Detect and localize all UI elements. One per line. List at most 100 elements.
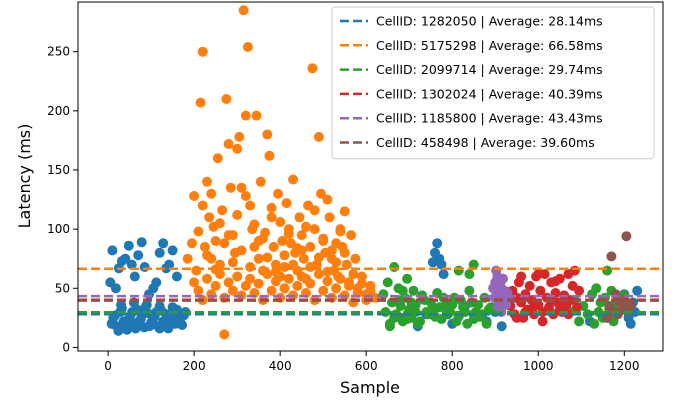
point-series-2-41 [415, 316, 425, 327]
point-series-1-2 [189, 191, 200, 201]
point-series-1-100 [266, 285, 277, 296]
point-series-1-75 [346, 230, 357, 241]
legend: CellID: 1282050 | Average: 28.14ms CellID… [331, 6, 655, 160]
point-series-1-6 [197, 46, 208, 57]
point-series-1-144 [219, 238, 230, 249]
point-series-2-5 [389, 262, 400, 272]
point-series-2-37 [397, 285, 408, 296]
point-series-4-15 [491, 265, 502, 276]
point-series-1-28 [245, 200, 256, 211]
point-series-1-13 [212, 153, 223, 164]
point-series-1-147 [245, 262, 256, 272]
point-series-0-44 [113, 325, 124, 336]
point-series-4-9 [498, 273, 508, 284]
point-series-1-58 [309, 224, 320, 235]
y-axis-ticks: 0 50 100 150 200 250 [47, 45, 78, 354]
point-series-1-97 [253, 278, 264, 289]
point-series-1-41 [273, 188, 283, 199]
point-series-3-36 [537, 316, 548, 327]
point-series-1-99 [262, 269, 273, 280]
point-series-1-95 [245, 273, 256, 284]
point-series-1-7 [199, 241, 210, 252]
point-series-2-28 [464, 285, 475, 296]
y-axis-title: Latency (ms) [15, 124, 34, 229]
point-series-3-9 [524, 280, 535, 291]
point-series-1-0 [182, 253, 193, 264]
point-series-1-157 [331, 257, 342, 268]
legend-label-4: CellID: 1185800 | Average: 43.43ms [376, 111, 603, 126]
point-series-1-121 [356, 278, 367, 289]
point-series-1-72 [339, 206, 350, 217]
point-series-1-139 [318, 233, 329, 244]
point-series-1-152 [288, 259, 299, 270]
point-series-5-9 [621, 231, 632, 242]
y-tick-label-4: 200 [47, 104, 70, 118]
y-tick-label-0: 0 [62, 340, 70, 354]
point-series-0-2 [110, 283, 121, 294]
legend-label-5: CellID: 458498 | Average: 39.60ms [376, 135, 595, 150]
point-series-1-52 [296, 230, 307, 241]
point-series-1-133 [266, 202, 277, 213]
point-series-0-8 [129, 271, 140, 282]
point-series-1-73 [341, 259, 352, 270]
point-series-1-36 [262, 129, 273, 140]
point-series-0-11 [139, 262, 150, 272]
point-series-1-92 [232, 271, 243, 282]
point-series-3-28 [565, 295, 576, 306]
x-tick-label-5: 1000 [523, 359, 554, 373]
point-series-3-41 [533, 269, 544, 280]
point-series-1-103 [279, 283, 290, 294]
point-series-2-68 [591, 283, 602, 294]
legend-label-3: CellID: 1302024 | Average: 40.39ms [376, 86, 603, 101]
point-series-1-4 [193, 226, 204, 237]
point-series-1-31 [251, 110, 262, 121]
point-series-1-129 [232, 209, 243, 220]
point-series-2-63 [574, 316, 585, 327]
point-series-1-12 [210, 236, 221, 246]
point-series-1-33 [255, 176, 266, 187]
point-series-1-51 [294, 212, 305, 223]
point-series-1-146 [236, 245, 247, 256]
point-series-1-76 [348, 269, 359, 280]
average-lines-layer [78, 267, 663, 316]
point-series-2-2 [382, 277, 393, 288]
y-tick-label-3: 150 [47, 163, 70, 177]
point-series-0-14 [151, 277, 162, 288]
point-series-0-5 [120, 253, 131, 264]
plot-frame [77, 1, 664, 352]
point-series-2-0 [378, 289, 389, 300]
point-series-2-51 [458, 302, 468, 313]
point-series-1-106 [292, 280, 303, 291]
point-series-1-27 [242, 42, 253, 52]
point-series-2-11 [402, 273, 413, 284]
point-series-0-7 [126, 259, 137, 270]
point-series-3-42 [550, 276, 561, 287]
point-series-1-90 [223, 277, 234, 288]
point-series-1-149 [262, 252, 273, 263]
point-series-1-26 [240, 110, 251, 121]
point-series-5-11 [625, 299, 636, 310]
point-series-0-42 [106, 318, 117, 329]
point-series-2-58 [453, 265, 464, 276]
point-series-1-15 [217, 205, 228, 216]
legend-label-1: CellID: 5175298 | Average: 66.58ms [376, 38, 603, 53]
point-series-2-38 [402, 314, 413, 325]
point-series-3-35 [529, 301, 539, 311]
point-series-1-134 [275, 217, 286, 227]
point-series-1-130 [240, 191, 251, 201]
point-series-1-153 [296, 245, 307, 256]
point-series-1-101 [270, 276, 281, 287]
point-series-0-68 [154, 301, 165, 311]
point-series-0-86 [496, 321, 507, 332]
point-series-1-60 [313, 131, 324, 142]
point-series-1-25 [238, 5, 249, 16]
point-series-1-53 [298, 253, 309, 264]
point-series-1-107 [296, 271, 307, 282]
point-series-1-18 [223, 139, 234, 149]
point-series-1-16 [219, 329, 230, 340]
point-series-0-67 [141, 299, 152, 310]
y-tick-label-5: 250 [47, 45, 70, 59]
point-series-1-151 [279, 250, 290, 261]
